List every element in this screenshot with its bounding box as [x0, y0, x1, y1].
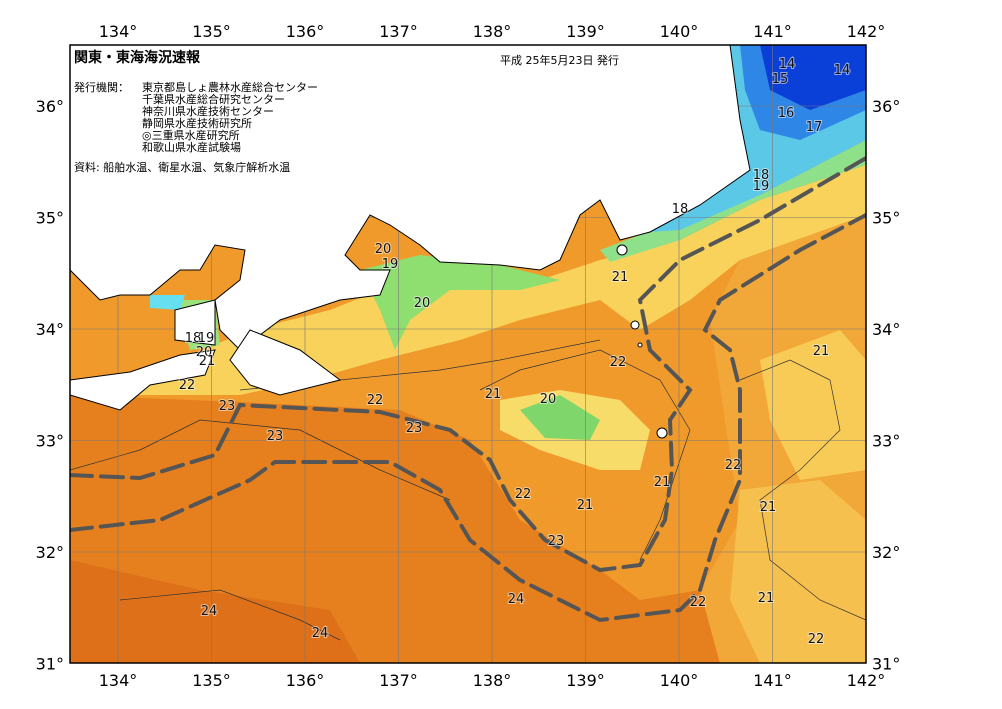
- lat-label-left: 32°: [36, 543, 64, 562]
- data-source: 資料: 船舶水温、衛星水温、気象庁解析水温: [74, 160, 290, 174]
- isotherm-label: 23: [548, 534, 565, 549]
- lat-label-right: 32°: [872, 543, 900, 562]
- map-title: 関東・東海海況速報: [74, 49, 201, 66]
- isotherm-label: 21: [199, 354, 216, 369]
- issuer: ◎三重県水産研究所: [142, 128, 240, 142]
- issuer: 千葉県水産総合研究センター: [142, 92, 285, 106]
- isotherm-label: 21: [760, 500, 777, 515]
- issuer: 静岡県水産技術研究所: [142, 116, 252, 130]
- lon-label-bottom: 140°: [660, 671, 699, 690]
- isotherm-label: 18: [672, 202, 689, 217]
- lon-label-bottom: 136°: [286, 671, 325, 690]
- lat-label-left: 36°: [36, 97, 64, 116]
- lon-label-top: 141°: [753, 22, 792, 41]
- isotherm-label: 18: [753, 168, 770, 183]
- lon-label-top: 140°: [660, 22, 699, 41]
- isotherm-label: 20: [540, 392, 557, 407]
- isotherm-label: 21: [758, 591, 775, 606]
- lon-label-bottom: 139°: [566, 671, 605, 690]
- lon-label-top: 135°: [192, 22, 231, 41]
- isotherm-label: 16: [778, 106, 795, 121]
- isotherm-label: 23: [406, 421, 423, 436]
- issuer: 神奈川県水産技術センター: [142, 104, 274, 118]
- lat-label-right: 34°: [872, 320, 900, 339]
- lon-label-bottom: 142°: [847, 671, 886, 690]
- isotherm-label: 20: [375, 242, 392, 257]
- isotherm-label: 23: [267, 429, 284, 444]
- issuer: 和歌山県水産試験場: [142, 140, 241, 154]
- isotherm-label: 21: [813, 344, 830, 359]
- lon-label-bottom: 134°: [99, 671, 138, 690]
- lon-label-top: 138°: [473, 22, 512, 41]
- issuer-label: 発行機関：: [74, 80, 129, 94]
- isotherm-label: 21: [485, 387, 502, 402]
- lat-label-right: 36°: [872, 97, 900, 116]
- isotherm-label: 22: [367, 393, 384, 408]
- isotherm-label: 19: [382, 257, 399, 272]
- lat-label-right: 31°: [872, 655, 900, 674]
- isotherm-label: 24: [201, 604, 218, 619]
- isotherm-label: 20: [196, 345, 213, 360]
- isotherm-label: 21: [577, 498, 594, 513]
- lon-label-bottom: 137°: [379, 671, 418, 690]
- isotherm-label: 22: [725, 458, 742, 473]
- isotherm-label: 22: [690, 595, 707, 610]
- isotherm-label: 23: [219, 399, 236, 414]
- isotherm-label: 21: [654, 475, 671, 490]
- header: 関東・東海海況速報 平成 25年5月23日 発行 発行機関： 東京都島しょ農林水…: [72, 47, 619, 177]
- isotherm-label: 19: [198, 331, 215, 346]
- lon-label-bottom: 135°: [192, 671, 231, 690]
- isotherm-label: 19: [753, 179, 770, 194]
- issue-date: 平成 25年5月23日 発行: [500, 53, 619, 67]
- isotherm-label: 21: [612, 270, 629, 285]
- isotherm-label: 15: [772, 72, 789, 87]
- isotherm-label: 20: [414, 296, 431, 311]
- lon-label-top: 139°: [566, 22, 605, 41]
- map-frame: [69, 44, 867, 664]
- lat-label-left: 35°: [36, 209, 64, 228]
- isotherm-label: 22: [515, 487, 532, 502]
- lon-label-top: 134°: [99, 22, 138, 41]
- lon-label-top: 137°: [379, 22, 418, 41]
- lon-label-top: 142°: [847, 22, 886, 41]
- isotherm-label: 14: [779, 57, 796, 72]
- isotherm-label: 22: [610, 355, 627, 370]
- isotherm-label: 24: [508, 592, 525, 607]
- isotherm-label: 22: [179, 378, 196, 393]
- lat-label-left: 33°: [36, 432, 64, 451]
- lat-label-left: 31°: [36, 655, 64, 674]
- lat-label-left: 34°: [36, 320, 64, 339]
- lat-label-right: 35°: [872, 209, 900, 228]
- lat-label-right: 33°: [872, 432, 900, 451]
- isotherm-label: 24: [312, 626, 329, 641]
- isotherm-label: 14: [834, 63, 851, 78]
- sea-surface: [70, 45, 866, 663]
- lon-label-bottom: 141°: [753, 671, 792, 690]
- isotherm-label: 17: [806, 120, 823, 135]
- issuer: 東京都島しょ農林水産総合センター: [142, 80, 318, 94]
- lon-label-bottom: 138°: [473, 671, 512, 690]
- isotherm-label: 22: [808, 632, 825, 647]
- lon-label-top: 136°: [286, 22, 325, 41]
- isotherm-label: 18: [185, 331, 202, 346]
